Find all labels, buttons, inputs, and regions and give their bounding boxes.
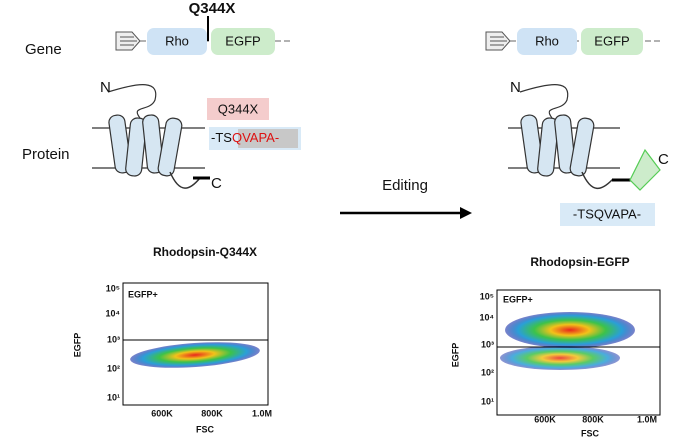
callout: Q344X [218,101,259,116]
mutation-label: Q344X [189,0,236,17]
plot-title: Rhodopsin-EGFP [530,255,629,269]
x-tick-label: 600K [534,414,556,424]
arrow-label: Editing [382,177,428,194]
right-gene [485,28,660,55]
left-gene [115,16,292,55]
gene-part: EGFP [594,33,629,48]
gate-label: EGFP+ [503,294,533,304]
density-cloud [500,346,620,370]
gate-label: EGFP+ [128,289,158,299]
sequence: -TSQVAPA- [211,130,279,145]
plot-frame [496,289,661,416]
y-tick-label: 10¹ [481,396,494,406]
c-terminus: C [658,151,669,168]
x-tick-label: 800K [201,408,223,418]
arrow-head [460,207,472,219]
plot: Rhodopsin-Q344X EGFP+ EGFP FSC 10⁵ 10⁴ 10³… [72,245,272,434]
gene-label: Gene [25,41,62,58]
density-cloud [130,342,260,368]
y-tick-label: 10⁴ [106,308,120,318]
plot: Rhodopsin-EGFP EGFP+ EGFP FSC 10⁵ 10⁴ 10³ 1… [450,255,661,438]
x-axis-label: FSC [581,428,600,438]
y-tick-label: 10³ [107,334,120,344]
x-tick-label: 600K [151,408,173,418]
y-tick-label: 10³ [481,339,494,349]
y-tick-label: 10² [481,367,494,377]
sequence-prefix: -TS [211,130,232,145]
gene-part: Rho [535,33,559,48]
protein-label: Protein [22,146,70,163]
n-terminus: N [510,79,521,96]
y-tick-label: 10⁵ [106,283,120,293]
sequence-highlight: QVAPA- [232,130,279,145]
y-axis-label: EGFP [450,343,460,368]
y-tick-label: 10⁴ [480,312,494,322]
plot-title: Rhodopsin-Q344X [153,245,257,259]
y-tick-label: 10¹ [107,392,120,402]
x-tick-label: 1.0M [637,414,657,424]
left-protein [92,84,301,189]
y-axis-label: EGFP [72,333,82,358]
x-tick-label: 800K [582,414,604,424]
x-tick-label: 1.0M [252,408,272,418]
gene-part: EGFP [225,33,260,48]
gene-part: Rho [165,33,189,48]
sequence: -TSQVAPA- [573,206,641,221]
n-terminus: N [100,79,111,96]
x-axis-label: FSC [196,424,215,434]
y-tick-label: 10² [107,363,120,373]
density-cloud [505,312,635,348]
y-tick-label: 10⁵ [480,291,494,301]
c-terminus: C [211,175,222,192]
right-protein [508,84,661,226]
plot-frame [122,282,269,406]
